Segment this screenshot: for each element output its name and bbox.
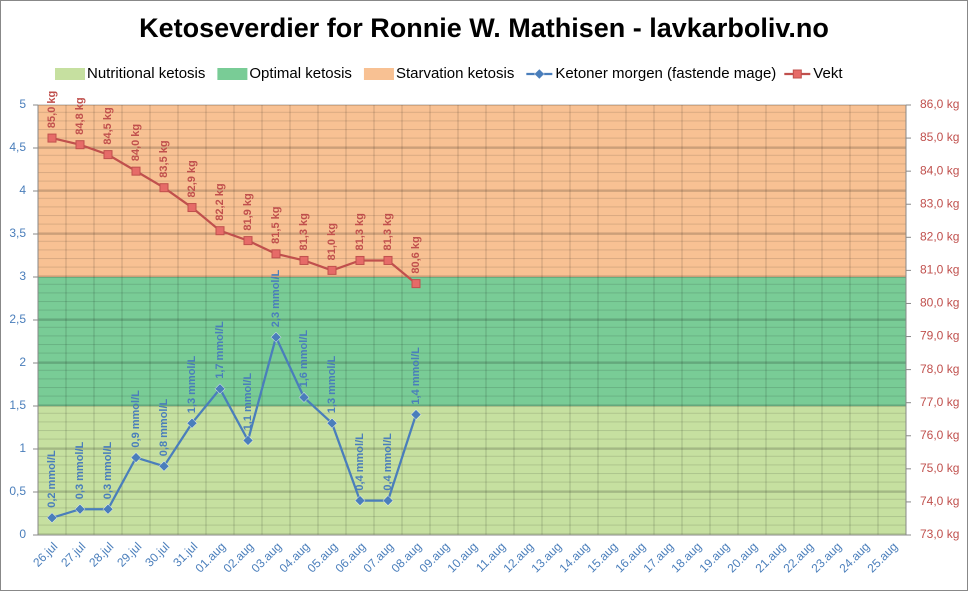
data-label: 81,3 kg bbox=[354, 213, 366, 250]
y2-tick-label: 75,0 kg bbox=[920, 461, 959, 475]
data-label: 83,5 kg bbox=[158, 140, 170, 177]
data-point bbox=[130, 452, 142, 463]
legend-swatch bbox=[217, 68, 248, 80]
series-line bbox=[51, 136, 417, 285]
data-label: 1,1 mmol/L bbox=[242, 373, 254, 431]
data-point bbox=[215, 226, 225, 236]
data-point bbox=[533, 68, 545, 80]
data-label: 82,2 kg bbox=[214, 183, 226, 220]
data-point bbox=[270, 331, 282, 343]
data-label: 1,7 mmol/L bbox=[214, 321, 226, 379]
band-hatch bbox=[38, 105, 906, 535]
legend-label: Ketoner morgen (fastende mage) bbox=[555, 65, 776, 82]
legend-swatch bbox=[363, 68, 394, 80]
series-line bbox=[51, 333, 418, 519]
data-point bbox=[186, 417, 198, 429]
y-tick-label: 1 bbox=[19, 441, 26, 455]
data-label: 81,3 kg bbox=[298, 213, 310, 250]
y-tick-label: 2,5 bbox=[9, 312, 26, 326]
y2-tick-label: 85,0 kg bbox=[920, 130, 959, 144]
y2-tick-label: 73,0 kg bbox=[920, 527, 959, 541]
data-point bbox=[243, 236, 253, 246]
legend-label: Vekt bbox=[813, 65, 843, 82]
data-point bbox=[410, 409, 422, 420]
data-point bbox=[383, 255, 393, 265]
data-point bbox=[75, 140, 85, 150]
data-point bbox=[271, 249, 281, 259]
data-label: 0,4 mmol/L bbox=[354, 433, 366, 491]
y2-tick-label: 83,0 kg bbox=[920, 196, 959, 210]
data-point bbox=[102, 503, 114, 515]
data-point bbox=[298, 392, 310, 403]
data-label: 84,5 kg bbox=[102, 107, 114, 144]
y-tick-label: 0,5 bbox=[9, 484, 26, 498]
data-label: 82,9 kg bbox=[186, 160, 198, 197]
data-label: 0,8 mmol/L bbox=[158, 398, 170, 456]
legend-label: Nutritional ketosis bbox=[87, 65, 205, 82]
data-label: 1,4 mmol/L bbox=[410, 347, 422, 405]
data-label: 85,0 kg bbox=[46, 91, 58, 128]
data-point bbox=[74, 503, 86, 515]
data-label: 1,3 mmol/L bbox=[186, 355, 198, 413]
y-tick-label: 3 bbox=[19, 269, 26, 283]
y-tick-label: 4 bbox=[19, 183, 26, 197]
y2-tick-label: 84,0 kg bbox=[920, 163, 959, 177]
data-point bbox=[131, 166, 141, 176]
data-label: 84,8 kg bbox=[74, 97, 86, 134]
data-point bbox=[326, 417, 338, 429]
data-label: 81,3 kg bbox=[382, 213, 394, 250]
data-label: 2,3 mmol/L bbox=[270, 269, 282, 327]
data-label: 0,9 mmol/L bbox=[130, 390, 142, 448]
y-tick-label: 5 bbox=[19, 97, 26, 111]
data-point bbox=[214, 383, 226, 395]
data-point bbox=[382, 495, 394, 506]
data-label: 1,3 mmol/L bbox=[326, 355, 338, 413]
data-point bbox=[47, 133, 57, 143]
y2-tick-label: 77,0 kg bbox=[920, 395, 959, 409]
data-label: 0,3 mmol/L bbox=[102, 441, 114, 499]
y2-tick-label: 81,0 kg bbox=[920, 263, 959, 277]
y-tick-label: 4,5 bbox=[9, 140, 26, 154]
legend-label: Optimal ketosis bbox=[249, 65, 352, 82]
y-tick-label: 2 bbox=[19, 355, 26, 369]
y2-tick-label: 86,0 kg bbox=[920, 97, 959, 111]
data-point bbox=[299, 255, 309, 265]
y2-tick-label: 76,0 kg bbox=[920, 428, 959, 442]
data-label: 1,6 mmol/L bbox=[298, 330, 310, 388]
data-label: 81,5 kg bbox=[270, 207, 282, 244]
data-label: 80,6 kg bbox=[410, 236, 422, 273]
y-tick-label: 0 bbox=[19, 527, 26, 541]
data-point bbox=[355, 255, 365, 265]
y-tick-label: 1,5 bbox=[9, 398, 26, 412]
y-tick-label: 3,5 bbox=[9, 226, 26, 240]
data-label: 0,3 mmol/L bbox=[74, 441, 86, 499]
data-point bbox=[187, 203, 197, 213]
data-point bbox=[159, 183, 169, 193]
y2-tick-label: 82,0 kg bbox=[920, 229, 959, 243]
data-point bbox=[411, 279, 421, 289]
data-point bbox=[242, 435, 254, 446]
data-point bbox=[158, 460, 170, 472]
y2-tick-label: 74,0 kg bbox=[920, 494, 959, 508]
data-point bbox=[327, 265, 337, 275]
data-label: 0,2 mmol/L bbox=[46, 450, 58, 508]
legend-label: Starvation ketosis bbox=[396, 65, 514, 82]
data-label: 81,9 kg bbox=[242, 193, 254, 230]
data-label: 81,0 kg bbox=[326, 223, 338, 260]
y2-tick-label: 79,0 kg bbox=[920, 329, 959, 343]
data-point bbox=[46, 512, 58, 524]
chart-title: Ketoseverdier for Ronnie W. Mathisen - l… bbox=[139, 13, 829, 43]
data-point bbox=[103, 150, 113, 160]
legend-swatch bbox=[55, 68, 85, 80]
data-point bbox=[354, 495, 366, 506]
data-label: 84,0 kg bbox=[130, 124, 142, 161]
y2-tick-label: 78,0 kg bbox=[920, 362, 959, 376]
data-point bbox=[792, 69, 802, 79]
y2-tick-label: 80,0 kg bbox=[920, 296, 959, 310]
data-label: 0,4 mmol/L bbox=[382, 433, 394, 491]
